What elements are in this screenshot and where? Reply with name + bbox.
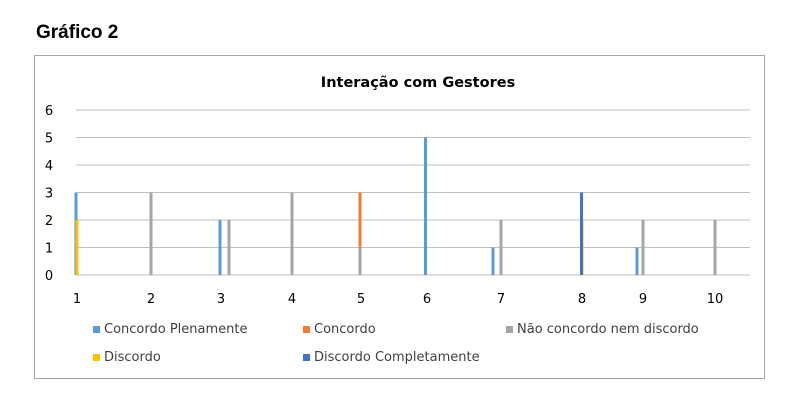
bar-n-o-concordo-nem-discordo-10 [713,220,717,275]
x-tick-label: 7 [497,292,505,307]
x-tick-label: 3 [217,292,225,307]
x-tick-label: 10 [707,292,724,307]
y-tick-label: 4 [45,159,53,174]
bar-discordo-completamente-8 [580,192,583,275]
bars [74,137,717,275]
page-heading: Gráfico 2 [36,22,119,43]
bar-n-o-concordo-nem-discordo-2 [149,192,153,275]
x-tick-label: 2 [147,292,155,307]
y-tick-label: 5 [45,132,53,147]
y-tick-label: 6 [45,104,53,119]
y-tick-label: 2 [45,214,53,229]
chart-svg: Interação com Gestores 0 1 2 3 4 5 6 1 2 3 4 5 6 7 8 9… [45,75,750,307]
bar-concordo-plenamente-9 [635,247,639,275]
y-tick-label: 3 [45,187,53,202]
chart-title: Interação com Gestores [321,75,515,91]
y-axis-ticks: 0 1 2 3 4 5 6 [45,104,53,284]
x-tick-label: 1 [73,292,81,307]
bar-n-o-concordo-nem-discordo-4 [290,192,294,275]
x-tick-label: 5 [357,292,365,307]
gridlines [76,109,750,276]
y-tick-label: 0 [45,269,53,284]
x-tick-label: 6 [423,292,431,307]
bar-concordo-plenamente-3 [218,220,222,275]
chart-frame: Interação com Gestores 0 1 2 3 4 5 6 1 2 3 4 5 6 7 8 9… [34,55,765,379]
bar-concordo-plenamente-7 [491,247,495,275]
bar-n-o-concordo-nem-discordo-3 [227,220,231,275]
bar-n-o-concordo-nem-discordo-7 [499,220,503,275]
x-tick-label: 4 [288,292,296,307]
bar-concordo-5 [358,192,362,275]
y-tick-label: 1 [45,242,53,257]
bar-discordo-1 [75,220,79,275]
x-axis-ticks: 1 2 3 4 5 6 7 8 9 10 [73,292,723,307]
x-tick-label: 8 [578,292,586,307]
bar-concordo-plenamente-6 [424,137,427,275]
bar-n-o-concordo-nem-discordo-5 [358,247,362,275]
x-tick-label: 9 [639,292,647,307]
bar-n-o-concordo-nem-discordo-9 [641,220,645,275]
